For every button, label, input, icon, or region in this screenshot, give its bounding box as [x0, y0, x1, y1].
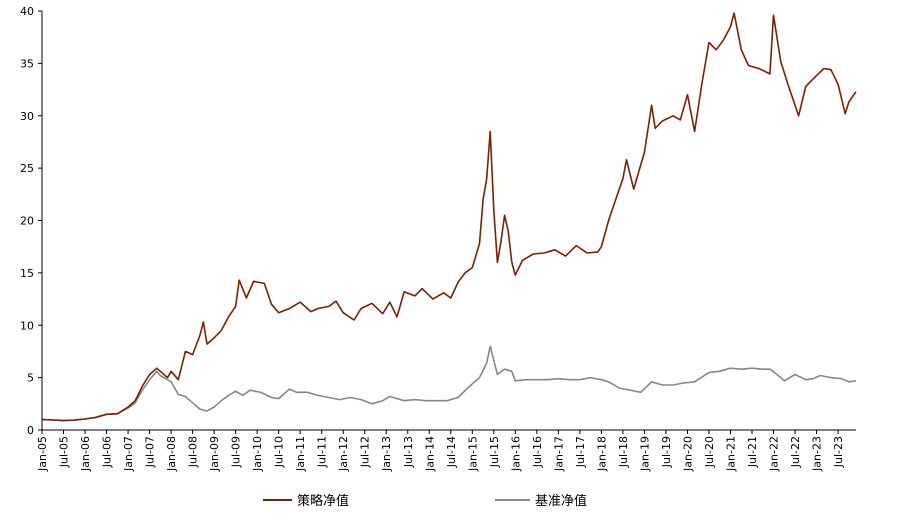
y-tick-label: 25: [20, 162, 34, 175]
series-line-benchmark: [41, 345, 857, 422]
y-tick-label: 20: [20, 215, 34, 228]
x-tick-label: Jan-11: [294, 436, 307, 472]
legend-item-strategy: 策略净值: [263, 493, 349, 509]
x-tick-label: Jul-15: [488, 436, 501, 468]
x-tick-label: Jan-08: [165, 436, 178, 472]
x-tick-label: Jan-18: [595, 436, 608, 472]
x-tick-label: Jan-06: [79, 436, 92, 472]
x-tick-label: Jan-14: [423, 436, 436, 472]
x-tick-label: Jan-19: [638, 436, 651, 472]
x-tick-label: Jan-15: [466, 436, 479, 472]
x-tick-label: Jul-18: [617, 436, 630, 468]
x-tick-label: Jan-16: [509, 436, 522, 472]
x-tick-label: Jul-12: [359, 436, 372, 468]
x-tick-label: Jul-21: [746, 436, 759, 468]
y-tick-label: 5: [27, 372, 34, 385]
y-tick-label: 30: [20, 110, 34, 123]
x-tick-label: Jan-12: [337, 436, 350, 472]
x-tick-label: Jul-05: [58, 436, 71, 468]
x-tick-label: Jul-06: [101, 436, 114, 468]
legend-label-benchmark: 基准净值: [535, 493, 587, 509]
legend-label-strategy: 策略净值: [297, 493, 349, 509]
x-tick-label: Jul-17: [574, 436, 587, 468]
x-tick-label: Jul-09: [230, 436, 243, 468]
x-tick-label: Jul-13: [402, 436, 415, 468]
x-tick-label: Jan-13: [380, 436, 393, 472]
x-tick-label: Jul-14: [445, 436, 458, 468]
x-tick-label: Jan-05: [36, 436, 49, 472]
y-tick-label: 40: [20, 5, 34, 18]
y-tick-label: 15: [20, 267, 34, 280]
x-tick-label: Jan-21: [724, 436, 737, 472]
x-tick-label: Jan-09: [208, 436, 221, 472]
y-tick-label: 10: [20, 319, 34, 332]
x-tick-label: Jul-08: [187, 436, 200, 468]
x-tick-label: Jul-07: [144, 436, 157, 468]
y-tick-label: 0: [27, 424, 34, 437]
legend-item-benchmark: 基准净值: [495, 493, 587, 509]
x-tick-label: Jan-22: [768, 436, 781, 472]
x-tick-label: Jul-20: [703, 436, 716, 468]
legend: 策略净值 基准净值: [263, 493, 587, 509]
x-tick-label: Jan-07: [122, 436, 135, 472]
x-tick-label: Jan-10: [251, 436, 264, 472]
x-tick-label: Jul-10: [273, 436, 286, 468]
x-tick-label: Jan-20: [681, 436, 694, 472]
x-tick-label: Jul-19: [660, 436, 673, 468]
x-tick-label: Jan-17: [552, 436, 565, 472]
series-layer: [41, 12, 857, 422]
x-tick-label: Jan-23: [811, 436, 824, 472]
x-tick-label: Jul-23: [832, 436, 845, 468]
x-tick-label: Jul-16: [531, 436, 544, 468]
x-axis-ticks: Jan-05 Jul-05 Jan-06 Jul-06 Jan-07 Jul-07 Jan-…: [36, 430, 845, 472]
y-axis-ticks: 0 5 10 15 20 25 30 35 40: [20, 5, 42, 437]
x-tick-label: Jul-11: [316, 436, 329, 468]
x-tick-label: Jul-22: [789, 436, 802, 468]
y-tick-label: 35: [20, 57, 34, 70]
series-line-strategy: [41, 12, 857, 422]
